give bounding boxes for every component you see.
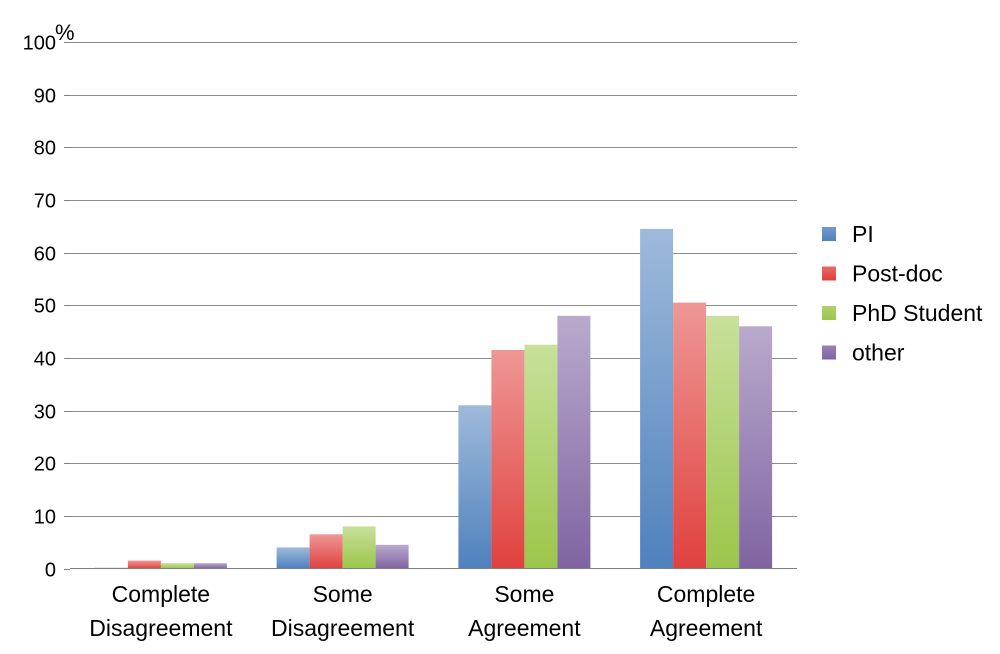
- x-category-label: Complete Disagreement: [89, 581, 233, 641]
- bar-pi-1: [276, 547, 310, 569]
- x-axis-categories: Complete Disagreement Some Disagreement Some…: [89, 581, 763, 641]
- bar-post-doc-1: [309, 534, 343, 569]
- bar-pi-3: [640, 228, 674, 569]
- bar-phd-student-0: [160, 563, 194, 569]
- bar-other-2: [557, 315, 591, 569]
- legend-label: Post-doc: [852, 261, 943, 287]
- y-tick-label: 0: [45, 560, 56, 582]
- bar-other-0: [193, 563, 227, 569]
- x-category-label: Complete Agreement: [650, 581, 763, 641]
- x-category-label: Some Agreement: [468, 581, 581, 641]
- y-tick-label: 80: [34, 138, 56, 160]
- y-tick-label: 90: [34, 86, 56, 108]
- legend: PI Post-doc PhD Student other: [822, 221, 983, 366]
- y-tick-label: 60: [34, 244, 56, 266]
- legend-label: PhD Student: [852, 300, 983, 326]
- bar-pi-2: [458, 405, 492, 569]
- bar-other-3: [739, 326, 773, 569]
- bar-post-doc-0: [127, 560, 161, 569]
- bars: [94, 228, 773, 569]
- y-tick-label: 70: [34, 191, 56, 213]
- y-tick-label: 40: [34, 349, 56, 371]
- y-axis-ticks: 0 10 20 30 40 50 60 70 80 90 100: [23, 33, 70, 582]
- bar-phd-student-3: [706, 315, 740, 569]
- legend-swatch: [822, 266, 836, 281]
- legend-swatch: [822, 345, 836, 360]
- y-tick-label: 30: [34, 402, 56, 424]
- gridlines: [70, 42, 797, 517]
- bar-other-1: [375, 544, 409, 569]
- legend-swatch: [822, 306, 836, 320]
- bar-post-doc-3: [673, 302, 707, 569]
- y-tick-label: 100: [23, 33, 56, 55]
- y-tick-label: 50: [34, 296, 56, 318]
- bar-phd-student-1: [342, 526, 376, 569]
- y-tick-label: 20: [34, 454, 56, 476]
- bar-phd-student-2: [524, 344, 558, 569]
- bar-post-doc-2: [491, 350, 525, 569]
- y-axis-unit-label: %: [55, 20, 75, 45]
- x-category-label: Some Disagreement: [271, 581, 415, 641]
- y-tick-label: 10: [34, 507, 56, 529]
- legend-label: PI: [852, 221, 874, 247]
- legend-label: other: [852, 340, 905, 366]
- legend-swatch: [822, 227, 836, 241]
